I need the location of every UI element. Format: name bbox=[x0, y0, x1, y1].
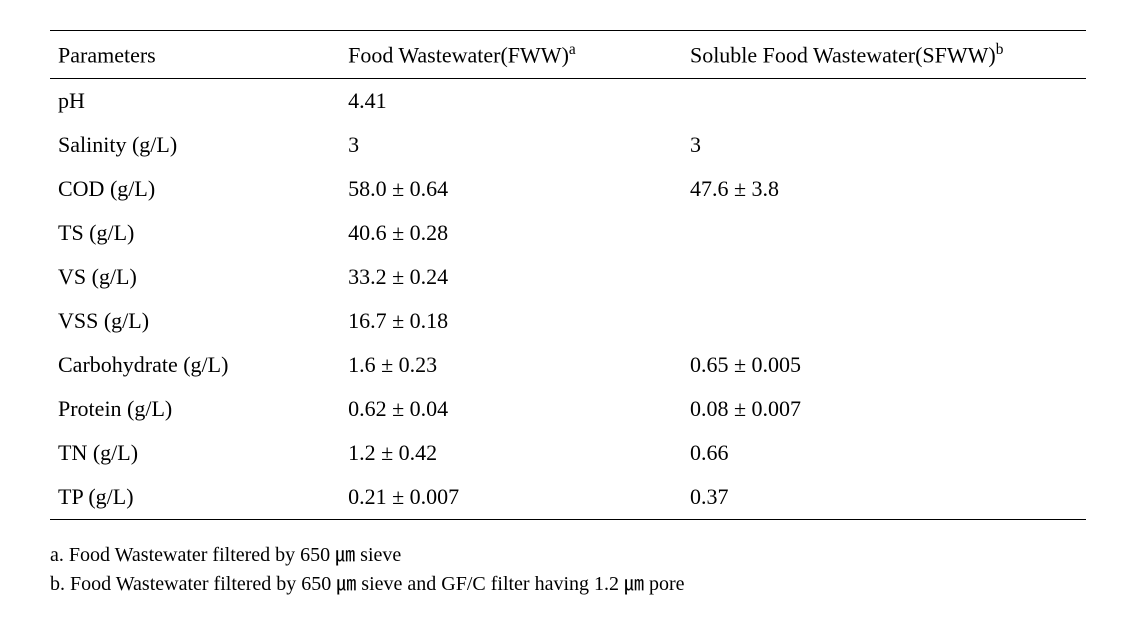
cell-fww: 1.6 ± 0.23 bbox=[340, 343, 682, 387]
cell-param: Carbohydrate (g/L) bbox=[50, 343, 340, 387]
table-header-row: Parameters Food Wastewater(FWW)a Soluble… bbox=[50, 31, 1086, 79]
col-header-label: Soluble Food Wastewater(SFWW) bbox=[690, 42, 996, 67]
col-header-sup: b bbox=[996, 41, 1004, 58]
wastewater-params-table: Parameters Food Wastewater(FWW)a Soluble… bbox=[50, 30, 1086, 520]
cell-sfww: 0.37 bbox=[682, 475, 1086, 520]
table-row: Salinity (g/L) 3 3 bbox=[50, 123, 1086, 167]
table-row: COD (g/L) 58.0 ± 0.64 47.6 ± 3.8 bbox=[50, 167, 1086, 211]
cell-param: TS (g/L) bbox=[50, 211, 340, 255]
cell-param: Protein (g/L) bbox=[50, 387, 340, 431]
cell-fww: 1.2 ± 0.42 bbox=[340, 431, 682, 475]
col-header-fww: Food Wastewater(FWW)a bbox=[340, 31, 682, 79]
cell-fww: 4.41 bbox=[340, 79, 682, 124]
col-header-label: Parameters bbox=[58, 42, 156, 67]
cell-param: pH bbox=[50, 79, 340, 124]
cell-sfww: 3 bbox=[682, 123, 1086, 167]
cell-param: VSS (g/L) bbox=[50, 299, 340, 343]
col-header-label: Food Wastewater(FWW) bbox=[348, 42, 569, 67]
cell-fww: 40.6 ± 0.28 bbox=[340, 211, 682, 255]
cell-sfww: 47.6 ± 3.8 bbox=[682, 167, 1086, 211]
table-row: VSS (g/L) 16.7 ± 0.18 bbox=[50, 299, 1086, 343]
cell-param: COD (g/L) bbox=[50, 167, 340, 211]
footnotes: a. Food Wastewater filtered by 650 ㎛ sie… bbox=[50, 542, 1086, 598]
cell-sfww bbox=[682, 79, 1086, 124]
table-row: TN (g/L) 1.2 ± 0.42 0.66 bbox=[50, 431, 1086, 475]
cell-param: TP (g/L) bbox=[50, 475, 340, 520]
cell-fww: 0.62 ± 0.04 bbox=[340, 387, 682, 431]
table-body: pH 4.41 Salinity (g/L) 3 3 COD (g/L) 58.… bbox=[50, 79, 1086, 520]
cell-sfww: 0.66 bbox=[682, 431, 1086, 475]
table-row: Protein (g/L) 0.62 ± 0.04 0.08 ± 0.007 bbox=[50, 387, 1086, 431]
table-row: VS (g/L) 33.2 ± 0.24 bbox=[50, 255, 1086, 299]
cell-sfww: 0.65 ± 0.005 bbox=[682, 343, 1086, 387]
cell-sfww: 0.08 ± 0.007 bbox=[682, 387, 1086, 431]
footnote-a: a. Food Wastewater filtered by 650 ㎛ sie… bbox=[50, 542, 1086, 569]
cell-fww: 58.0 ± 0.64 bbox=[340, 167, 682, 211]
cell-fww: 3 bbox=[340, 123, 682, 167]
cell-param: Salinity (g/L) bbox=[50, 123, 340, 167]
table-row: TS (g/L) 40.6 ± 0.28 bbox=[50, 211, 1086, 255]
cell-fww: 33.2 ± 0.24 bbox=[340, 255, 682, 299]
cell-sfww bbox=[682, 211, 1086, 255]
cell-sfww bbox=[682, 299, 1086, 343]
cell-param: TN (g/L) bbox=[50, 431, 340, 475]
col-header-sfww: Soluble Food Wastewater(SFWW)b bbox=[682, 31, 1086, 79]
cell-fww: 16.7 ± 0.18 bbox=[340, 299, 682, 343]
cell-fww: 0.21 ± 0.007 bbox=[340, 475, 682, 520]
footnote-b: b. Food Wastewater filtered by 650 ㎛ sie… bbox=[50, 571, 1086, 598]
cell-sfww bbox=[682, 255, 1086, 299]
col-header-sup: a bbox=[569, 41, 576, 58]
table-row: pH 4.41 bbox=[50, 79, 1086, 124]
cell-param: VS (g/L) bbox=[50, 255, 340, 299]
col-header-parameters: Parameters bbox=[50, 31, 340, 79]
table-row: Carbohydrate (g/L) 1.6 ± 0.23 0.65 ± 0.0… bbox=[50, 343, 1086, 387]
table-row: TP (g/L) 0.21 ± 0.007 0.37 bbox=[50, 475, 1086, 520]
